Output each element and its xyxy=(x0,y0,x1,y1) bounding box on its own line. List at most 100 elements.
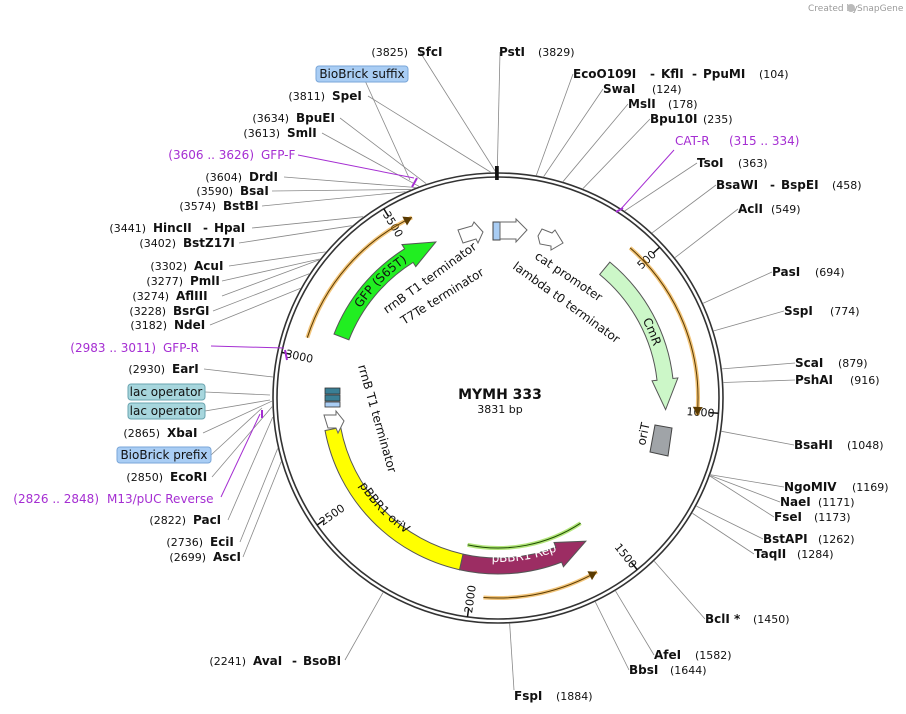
enzyme-name-drdi: DrdI xyxy=(249,170,278,184)
enzyme-pos-bpuei: (3634) xyxy=(252,112,289,125)
enzyme-pos-bstapi: (1262) xyxy=(818,533,855,546)
leader-line-5 xyxy=(582,118,651,189)
lac-operator-box-1 xyxy=(127,383,206,401)
leader-line-39 xyxy=(283,176,416,188)
lac-operator-label-1: lac operator xyxy=(130,385,203,399)
enzyme-pos-acui: (3302) xyxy=(150,260,187,273)
biobrick-suffix-box xyxy=(315,65,409,83)
leader-line-24 xyxy=(242,461,282,558)
enzyme-name-avai: AvaI xyxy=(253,654,282,668)
enzyme-pos-asci: (2699) xyxy=(169,551,206,564)
enzyme-name-fspi: FspI xyxy=(514,689,542,703)
created-by-text: Created by xyxy=(808,4,858,14)
leader-line-1 xyxy=(496,51,501,173)
tick-mark-2000 xyxy=(466,607,470,617)
enzyme-pos-fsei: (1173) xyxy=(814,511,851,524)
lac-operator-box-2 xyxy=(127,402,206,420)
enzyme-pos-scai: (879) xyxy=(838,357,868,370)
enzyme-pos-paci: (2822) xyxy=(149,514,186,527)
leader-line-8 xyxy=(674,208,739,258)
feature-boxes: BioBrick suffix lac operator lac operato… xyxy=(116,65,409,464)
enzyme-pos-afei: (1582) xyxy=(695,649,732,662)
enzyme-pos-spei: (3811) xyxy=(288,90,325,103)
enzyme-name-psti: PstI xyxy=(499,45,525,59)
enzyme-pos-sspi: (774) xyxy=(830,305,860,318)
biobrick-suffix-label: BioBrick suffix xyxy=(319,67,404,81)
tick-mark-1500 xyxy=(630,562,638,571)
leader-line-3 xyxy=(543,88,604,177)
leader-line-38 xyxy=(271,189,411,192)
enzyme-pos-pmli: (3277) xyxy=(146,275,183,288)
leader-line-0 xyxy=(419,51,497,173)
lac-operator-block-2 xyxy=(324,394,341,402)
leader-line-20 xyxy=(615,590,655,656)
enzyme-name-hpai: HpaI xyxy=(214,221,245,235)
tick-label-3000: 3000 xyxy=(284,347,314,365)
enzyme-pos-bbsi: (1644) xyxy=(670,664,707,677)
leader-line-13 xyxy=(721,430,795,446)
leader-line-40 xyxy=(321,132,420,187)
leader-line-26 xyxy=(227,416,274,521)
enzyme-pos-bsrgi: (3228) xyxy=(129,305,166,318)
primer-name-gfp-f: GFP-F xyxy=(261,148,296,162)
leader-line-29 xyxy=(203,368,274,378)
leader-line-34 xyxy=(228,251,326,267)
enzyme-pos-smli: (3613) xyxy=(243,127,280,140)
enzyme-name-ecii: EciI xyxy=(210,535,234,549)
enzyme-pos-ngomiv: (1169) xyxy=(852,481,889,494)
enzyme-pos-xbai: (2865) xyxy=(123,427,160,440)
enzyme-pos-avai: (2241) xyxy=(209,655,246,668)
enzyme-pos-bstz17i: (3402) xyxy=(139,237,176,250)
enzyme-labels: (3825) SfcI PstI (3829) EcoO109I - KflI … xyxy=(109,45,888,703)
leader-line-30 xyxy=(209,288,301,326)
enzyme-pos-eari: (2930) xyxy=(128,363,165,376)
leader-line-18 xyxy=(692,512,755,555)
leader-line-35 xyxy=(238,225,352,244)
orange-arc-head-1 xyxy=(692,406,703,416)
enzyme-pos-pshai: (916) xyxy=(850,374,880,387)
enzyme-name-fsei: FseI xyxy=(774,510,802,524)
small-features-top xyxy=(457,217,564,251)
leader-line-14 xyxy=(710,474,785,488)
enzyme-name-bstapi: BstAPI xyxy=(763,532,808,546)
enzyme-sep-kfli: - xyxy=(692,67,697,81)
enzyme-name-afei: AfeI xyxy=(654,648,681,662)
enzyme-name-sfci: SfcI xyxy=(417,45,442,59)
enzyme-sep-hincii: - xyxy=(203,221,208,235)
leader-line-28 xyxy=(202,400,273,434)
primer-site-gfp-r xyxy=(284,349,288,361)
box-connector-3 xyxy=(210,407,263,456)
enzyme-pos-taqii: (1284) xyxy=(797,548,834,561)
tick-mark-1000 xyxy=(709,411,719,415)
enzyme-name-bcli: BclI * xyxy=(705,612,741,626)
snapgene-logo-icon xyxy=(847,4,855,12)
enzyme-pos-msli: (178) xyxy=(668,98,698,111)
primer-range-m13: (2826 .. 2848) xyxy=(13,492,99,506)
enzyme-name-tsoi: TsoI xyxy=(697,156,723,170)
enzyme-pos-ndei: (3182) xyxy=(130,319,167,332)
leader-line-32 xyxy=(221,259,320,297)
enzyme-name-bstz17i: BstZ17I xyxy=(183,236,235,250)
enzyme-pos-acli: (549) xyxy=(771,203,801,216)
connector-gfp-f xyxy=(297,154,415,179)
orange-arc-line-0 xyxy=(306,216,413,338)
plasmid-name: MYMH 333 xyxy=(458,387,542,403)
enzyme-pos-swai: (124) xyxy=(652,83,682,96)
cat-promoter-arrow xyxy=(537,228,564,251)
enzyme-name-bspei: BspEI xyxy=(781,178,819,192)
enzyme-pos-drdi: (3604) xyxy=(205,171,242,184)
enzyme-name-bsrgi: BsrGI xyxy=(173,304,210,318)
biobrick-prefix-block xyxy=(324,401,341,408)
tick-mark-3500 xyxy=(383,208,390,217)
tick-mark-2500 xyxy=(316,519,325,526)
orange-arcs xyxy=(305,215,703,600)
lac-operator-block-1 xyxy=(324,387,341,395)
leader-line-11 xyxy=(722,362,796,370)
orange-arc-line-1 xyxy=(629,247,699,416)
enzyme-name-ecori: EcoRI xyxy=(170,470,207,484)
enzyme-name-bstbi: BstBI xyxy=(223,199,259,213)
leader-line-37 xyxy=(261,191,406,207)
enzyme-name-kfli: KflI xyxy=(661,67,684,81)
biobrick-prefix-label: BioBrick prefix xyxy=(120,448,207,462)
inner-label-orit: oriT xyxy=(634,421,653,447)
